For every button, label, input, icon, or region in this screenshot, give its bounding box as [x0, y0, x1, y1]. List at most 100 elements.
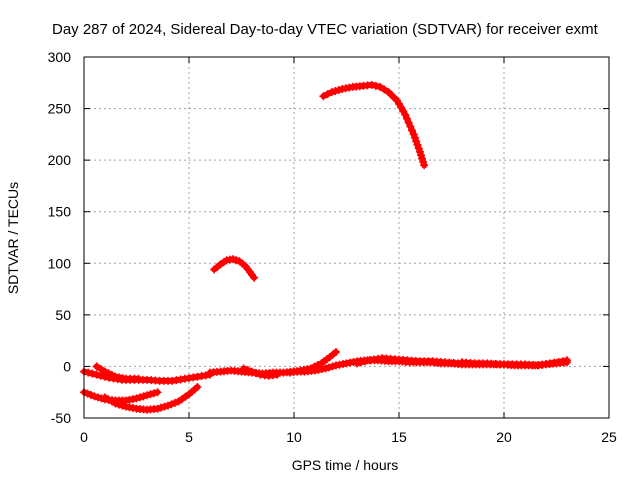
data-point [310, 362, 319, 371]
data-series [80, 80, 571, 414]
data-point [146, 390, 155, 399]
data-point [150, 389, 158, 398]
data-point [136, 393, 144, 402]
data-point [92, 370, 101, 379]
data-point [239, 364, 248, 373]
data-point [248, 367, 256, 376]
data-point [406, 122, 415, 131]
data-point [108, 371, 116, 380]
data-point [118, 401, 127, 410]
data-point [325, 363, 333, 372]
data-point [83, 389, 92, 398]
y-tick-label: 150 [48, 204, 72, 220]
data-point [87, 390, 95, 399]
y-axis-title: SDTVAR / TECUs [5, 182, 21, 294]
axis-ticks: 0 5 10 15 20 25 -50 0 50 100 150 200 250 300 [48, 49, 617, 445]
y-tick-label: 200 [48, 152, 72, 168]
series-arc-base-3 [285, 347, 340, 377]
data-point [306, 364, 315, 373]
x-tick-label: 0 [80, 429, 88, 445]
data-point [132, 394, 141, 403]
data-point [153, 388, 162, 397]
data-point [321, 364, 330, 373]
data-point [413, 140, 422, 149]
data-point [558, 357, 567, 366]
data-point [327, 88, 336, 97]
data-point [273, 370, 282, 379]
data-point [90, 392, 99, 401]
series-arc-high [319, 80, 429, 170]
data-point [401, 110, 410, 119]
data-point [164, 401, 172, 410]
data-point [193, 383, 202, 392]
x-axis-title: GPS time / hours [292, 457, 399, 473]
y-tick-label: -50 [51, 410, 71, 426]
data-point [380, 85, 389, 94]
data-point [420, 161, 429, 170]
grid [84, 57, 609, 418]
data-point [331, 87, 340, 96]
data-point [143, 391, 151, 400]
series-arc-base-2 [239, 364, 282, 380]
x-tick-label: 25 [601, 429, 617, 445]
data-point [334, 86, 343, 95]
data-point [92, 362, 101, 371]
data-point [404, 118, 413, 127]
data-point [94, 393, 102, 402]
x-tick-label: 20 [496, 429, 512, 445]
data-point [313, 361, 322, 370]
data-point [134, 374, 143, 383]
data-point [171, 398, 179, 407]
data-point [319, 92, 328, 101]
data-point [328, 362, 337, 371]
data-point [139, 392, 148, 401]
data-point [357, 358, 366, 367]
y-tick-label: 50 [55, 307, 71, 323]
data-point [409, 130, 418, 139]
data-point [96, 365, 105, 374]
series-arc-mid [210, 255, 259, 282]
x-tick-label: 5 [185, 429, 193, 445]
data-point [153, 404, 162, 413]
data-point [376, 82, 385, 91]
data-point [157, 403, 165, 412]
y-tick-label: 300 [48, 49, 72, 65]
data-point [412, 137, 421, 146]
data-point [96, 371, 105, 380]
data-point [323, 90, 332, 99]
data-point [243, 366, 252, 375]
data-point [332, 347, 340, 356]
data-point [115, 400, 123, 409]
data-point [252, 369, 261, 378]
data-point [250, 273, 259, 282]
data-point [160, 402, 169, 411]
data-point [88, 369, 97, 378]
data-point [101, 367, 109, 376]
data-point [410, 133, 419, 142]
data-point [563, 356, 571, 365]
data-point [408, 126, 417, 135]
data-point [104, 369, 113, 378]
series-arc-low-b [101, 383, 202, 414]
y-tick-label: 100 [48, 255, 72, 271]
data-point [361, 357, 370, 366]
data-point [371, 81, 380, 90]
x-tick-label: 15 [391, 429, 407, 445]
y-tick-label: 250 [48, 101, 72, 117]
chart-title: Day 287 of 2024, Sidereal Day-to-day VTE… [52, 21, 599, 38]
series-arc-low-c [80, 367, 214, 385]
data-point [167, 400, 176, 409]
series-arc-base-5 [458, 356, 571, 370]
data-point [353, 359, 361, 368]
x-tick-label: 10 [286, 429, 302, 445]
data-point [414, 144, 423, 153]
data-point [402, 114, 411, 123]
y-tick-label: 0 [63, 358, 71, 374]
plot-frame [83, 56, 610, 419]
data-point [84, 368, 93, 377]
series-arc-low-d [92, 362, 143, 383]
data-point [367, 80, 376, 89]
data-point [111, 399, 120, 408]
